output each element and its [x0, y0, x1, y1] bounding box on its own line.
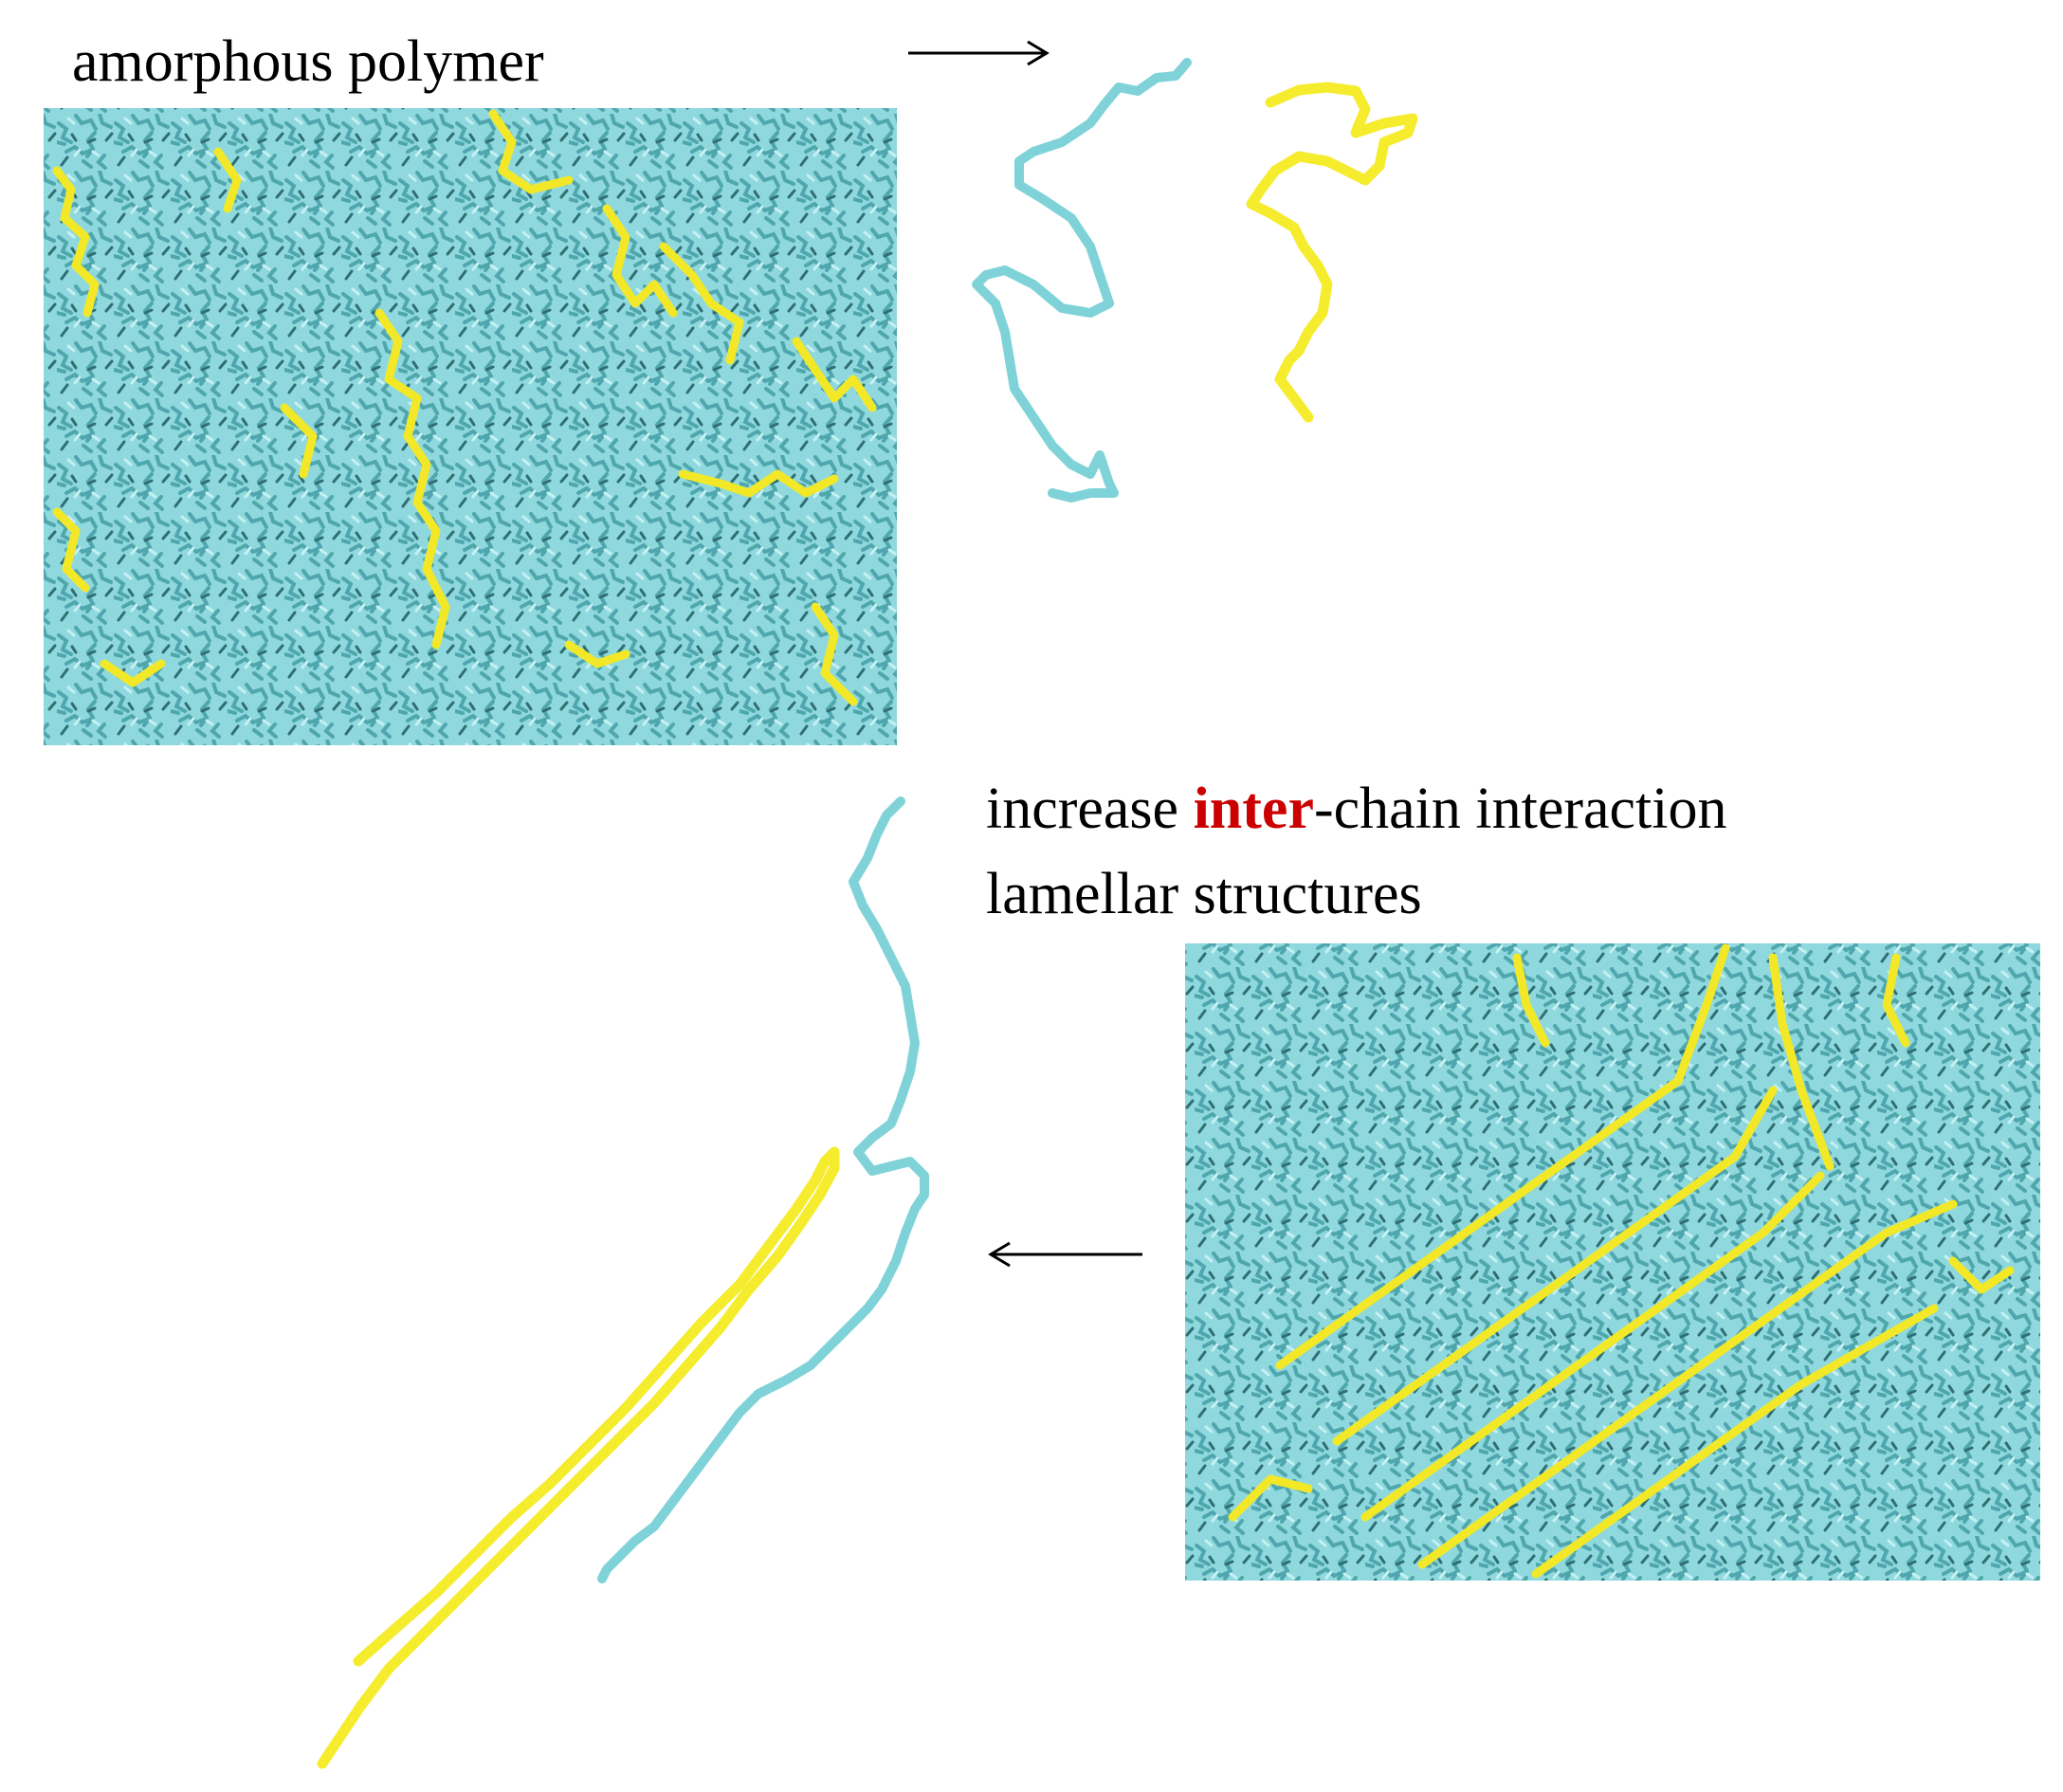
folded-yellow-chain [317, 1146, 840, 1769]
title-amorphous-polymer: amorphous polymer [72, 29, 544, 94]
caption-inter-chain: increase inter-chain interaction [986, 779, 1726, 838]
lamellar-structure-block [1185, 943, 2040, 1581]
isolated-yellow-chain-top [1246, 82, 1418, 423]
yellow-chain-fragments [52, 109, 877, 706]
arrow-left [988, 1241, 1142, 1268]
aligned-yellow-chains [1228, 943, 2015, 1579]
caption-suffix: -chain interaction [1313, 777, 1727, 841]
caption-prefix: increase [986, 777, 1194, 841]
amorphous-polymer-block [44, 108, 897, 745]
folded-cyan-chain [597, 796, 929, 1583]
caption-lamellar: lamellar structures [986, 862, 1422, 926]
caption-highlight-inter: inter [1193, 777, 1314, 841]
isolated-cyan-chain-top [972, 58, 1192, 503]
arrow-right [908, 40, 1050, 66]
